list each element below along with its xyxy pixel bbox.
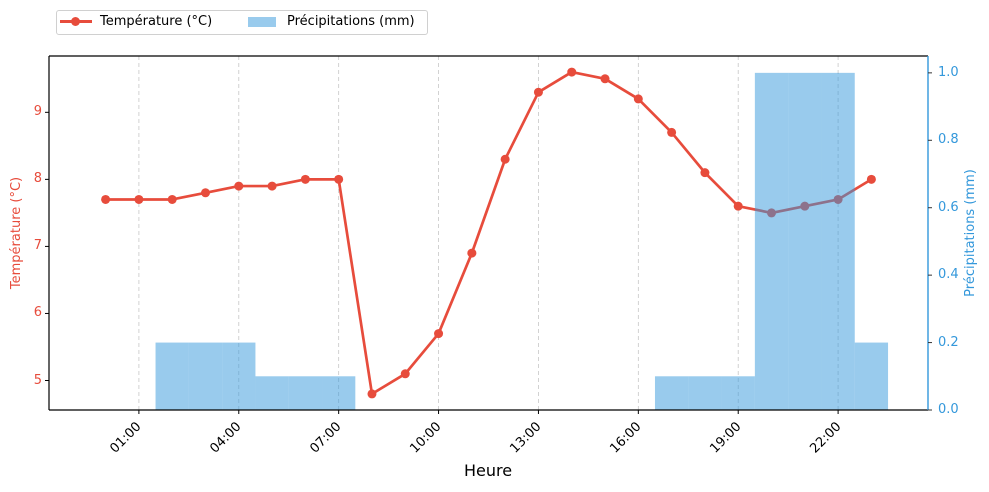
y-right-tick-label: 0.6 bbox=[938, 199, 959, 215]
bar-patch-icon bbox=[248, 17, 276, 27]
temperature-point bbox=[733, 201, 743, 211]
temperature-point bbox=[200, 188, 210, 198]
legend-item-temperature: Température (°C) bbox=[57, 11, 247, 34]
temperature-line bbox=[105, 70, 873, 396]
temperature-point bbox=[700, 168, 710, 178]
temperature-point bbox=[267, 181, 277, 191]
y-right-tick-label: 0.0 bbox=[938, 402, 959, 417]
precipitation-bar bbox=[854, 342, 889, 410]
y-right-tick-label: 0.4 bbox=[938, 267, 959, 283]
temperature-point bbox=[334, 174, 344, 184]
y-axis-left-label: Température (°C) bbox=[9, 176, 24, 290]
temperature-point bbox=[300, 174, 310, 184]
precipitation-bar bbox=[188, 342, 223, 410]
temperature-point bbox=[134, 194, 144, 204]
y-left-tick-label: 5 bbox=[33, 372, 42, 388]
x-axis-label: Heure bbox=[463, 461, 513, 480]
y-left-tick-label: 6 bbox=[33, 305, 42, 321]
precipitation-bar bbox=[288, 376, 323, 410]
precipitation-bar bbox=[754, 72, 789, 410]
temperature-point bbox=[567, 67, 577, 77]
y-left-tick-label: 9 bbox=[33, 104, 42, 120]
precipitation-bar bbox=[222, 342, 256, 410]
precipitation-bar bbox=[654, 376, 689, 410]
precipitation-bar bbox=[721, 376, 755, 410]
y-left-tick-label: 8 bbox=[33, 171, 42, 187]
temperature-point bbox=[434, 329, 444, 339]
temperature-point bbox=[167, 194, 177, 204]
precipitation-bar bbox=[821, 72, 855, 410]
legend-label-temperature: Température (°C) bbox=[100, 14, 213, 29]
temperature-point bbox=[667, 127, 677, 137]
circle-marker-icon bbox=[71, 17, 80, 26]
y-right-tick-label: 1.0 bbox=[938, 64, 959, 80]
precipitation-bar bbox=[255, 376, 289, 410]
temperature-point bbox=[467, 248, 477, 258]
precipitation-bar bbox=[155, 342, 189, 410]
legend-label-precipitation: Précipitations (mm) bbox=[287, 14, 415, 29]
y-left-tick-label: 7 bbox=[33, 238, 42, 254]
temperature-point bbox=[600, 74, 610, 84]
temperature-point bbox=[633, 94, 643, 104]
temperature-point bbox=[101, 194, 111, 204]
y-axis-right-label: Précipitations (mm) bbox=[963, 169, 978, 297]
temperature-point bbox=[400, 369, 410, 379]
temperature-point bbox=[866, 174, 876, 184]
y-right-tick-label: 0.8 bbox=[938, 132, 959, 148]
temperature-point bbox=[533, 87, 543, 97]
legend-item-precipitation: Précipitations (mm) bbox=[247, 11, 427, 34]
y-right-tick-label: 0.2 bbox=[938, 334, 959, 350]
temperature-point bbox=[367, 389, 377, 399]
precipitation-bar bbox=[788, 72, 822, 410]
temperature-point bbox=[234, 181, 244, 191]
temperature-point bbox=[500, 154, 510, 164]
precipitation-bar bbox=[688, 376, 722, 410]
legend: Température (°C) Précipitations (mm) bbox=[56, 10, 428, 35]
precipitation-bar bbox=[322, 376, 356, 410]
